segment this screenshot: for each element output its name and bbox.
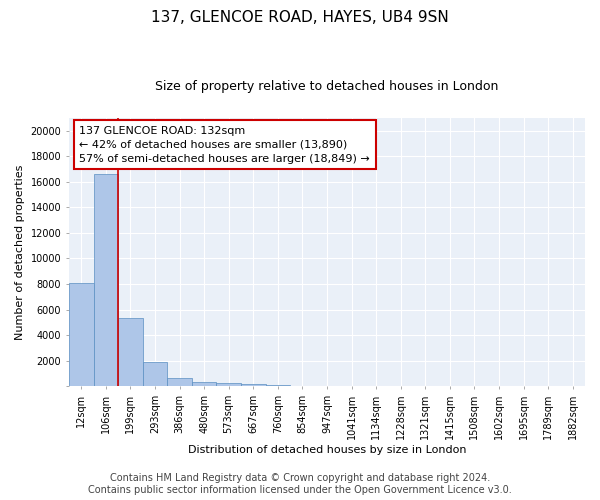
Bar — [69, 284, 94, 387]
Text: Contains HM Land Registry data © Crown copyright and database right 2024.
Contai: Contains HM Land Registry data © Crown c… — [88, 474, 512, 495]
Text: 137, GLENCOE ROAD, HAYES, UB4 9SN: 137, GLENCOE ROAD, HAYES, UB4 9SN — [151, 10, 449, 25]
Bar — [143, 362, 167, 386]
Bar — [241, 384, 266, 386]
X-axis label: Distribution of detached houses by size in London: Distribution of detached houses by size … — [188, 445, 466, 455]
Bar — [192, 382, 217, 386]
Y-axis label: Number of detached properties: Number of detached properties — [15, 164, 25, 340]
Bar — [94, 174, 118, 386]
Bar — [167, 378, 192, 386]
Bar — [217, 384, 241, 386]
Bar — [266, 384, 290, 386]
Bar — [118, 318, 143, 386]
Text: 137 GLENCOE ROAD: 132sqm
← 42% of detached houses are smaller (13,890)
57% of se: 137 GLENCOE ROAD: 132sqm ← 42% of detach… — [79, 126, 370, 164]
Title: Size of property relative to detached houses in London: Size of property relative to detached ho… — [155, 80, 499, 93]
